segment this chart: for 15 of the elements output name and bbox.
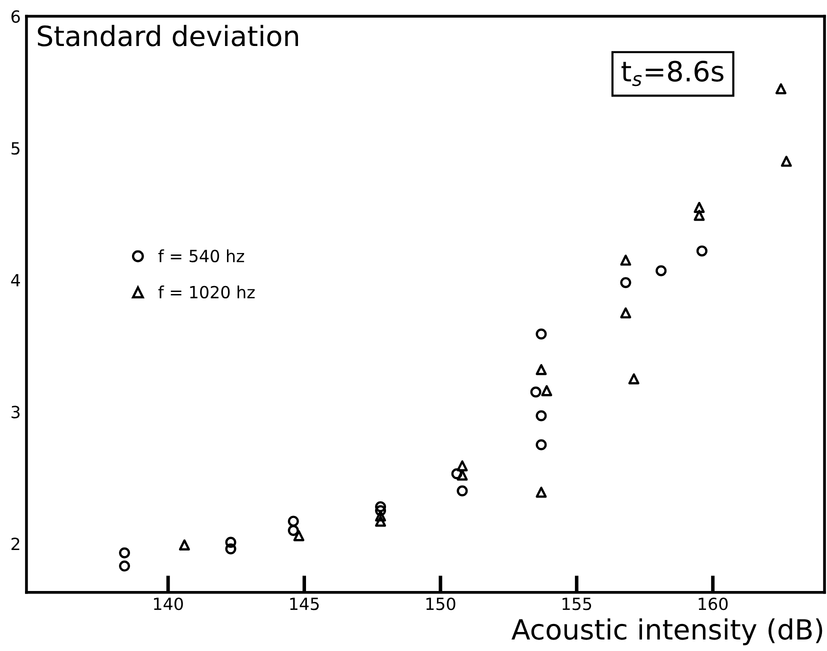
x-tick-label: 155	[562, 598, 592, 610]
y-tick-label: 4	[11, 274, 20, 286]
x-tick-label: 160	[698, 598, 728, 610]
x-tick-label: 145	[290, 598, 319, 610]
y-tick-label: 3	[12, 406, 20, 418]
annotation: t$_{s}$=8.6s	[622, 60, 724, 86]
legend-label: f = 1020 hz	[158, 286, 255, 298]
x-tick-label: 150	[426, 598, 456, 610]
y-tick-label: 5	[12, 142, 20, 155]
y-tick-label: 2	[12, 538, 20, 550]
y-tick-label: 6	[11, 10, 20, 23]
chart-title: Standard deviation	[38, 24, 298, 46]
x-tick-label: 140	[154, 598, 183, 610]
legend-label: f = 540 hz	[158, 249, 244, 262]
x-axis-title: Acoustic intensity (dB)	[512, 618, 822, 646]
